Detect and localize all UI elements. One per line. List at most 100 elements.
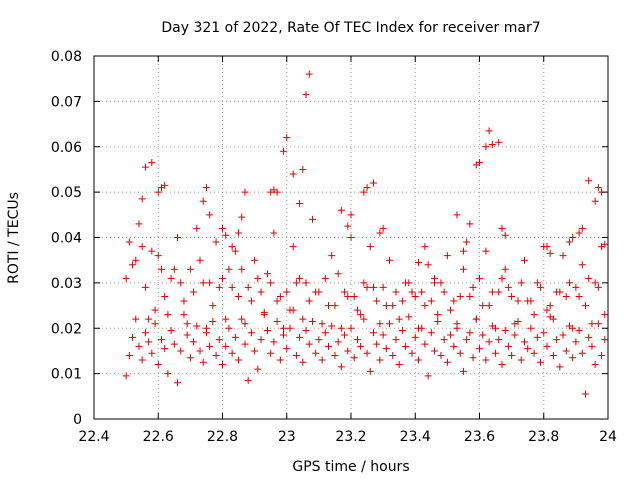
data-point [145, 315, 153, 323]
data-point [530, 311, 538, 319]
data-point [141, 329, 149, 337]
data-point [482, 247, 490, 255]
data-point [411, 292, 419, 300]
data-point [247, 329, 255, 337]
data-point [466, 292, 474, 300]
data-point [421, 243, 429, 251]
data-point [244, 376, 252, 384]
data-point [382, 345, 390, 353]
data-point [386, 256, 394, 264]
data-point [174, 234, 182, 241]
data-point [543, 306, 551, 314]
data-point [260, 311, 268, 319]
data-point [199, 197, 207, 205]
data-point [257, 288, 265, 296]
data-point [421, 302, 429, 310]
x-tick-label: 23.2 [335, 429, 366, 445]
data-point [190, 288, 198, 296]
data-point [373, 340, 381, 348]
data-point [312, 349, 320, 357]
data-point [308, 317, 316, 325]
data-point [347, 234, 355, 241]
data-point [424, 261, 432, 269]
data-point [263, 270, 271, 278]
data-point [431, 279, 439, 287]
data-point [511, 331, 519, 339]
data-point [366, 243, 374, 251]
data-point [283, 288, 291, 296]
data-point [235, 229, 243, 237]
data-point [591, 197, 599, 205]
data-point [132, 256, 140, 264]
data-point [508, 292, 516, 300]
data-point [508, 351, 516, 359]
data-point [167, 327, 175, 335]
data-point [183, 331, 191, 339]
data-point [357, 342, 365, 350]
data-point [527, 324, 535, 332]
data-point [498, 274, 506, 282]
data-point [601, 336, 609, 344]
data-point [347, 324, 355, 332]
data-point [498, 224, 506, 232]
data-point [533, 333, 541, 341]
data-point [190, 338, 198, 346]
data-point [154, 188, 162, 196]
data-point [170, 265, 178, 273]
data-point [588, 320, 596, 328]
data-point [228, 243, 236, 251]
data-point [231, 247, 239, 255]
data-point [170, 340, 178, 348]
y-tick-label: 0.07 [51, 94, 82, 110]
data-point [504, 342, 512, 350]
data-point [206, 342, 214, 350]
data-point [601, 311, 609, 319]
data-point [177, 347, 185, 355]
data-point [138, 243, 146, 251]
data-point [350, 292, 358, 300]
data-point [138, 356, 146, 364]
data-point [476, 274, 483, 282]
data-point [485, 302, 493, 310]
data-point [186, 265, 194, 273]
data-point [286, 324, 294, 332]
data-point [594, 320, 602, 328]
data-point [280, 324, 288, 332]
data-point [414, 356, 422, 364]
data-point [199, 279, 207, 287]
data-point [289, 243, 297, 251]
data-point [305, 297, 313, 305]
data-point [341, 331, 349, 339]
data-point [328, 322, 336, 330]
data-point [469, 354, 477, 362]
data-point [514, 297, 522, 305]
data-point [408, 349, 416, 357]
data-point [334, 270, 342, 278]
data-point [488, 288, 496, 296]
data-point [209, 302, 217, 310]
data-point [135, 342, 143, 350]
data-point [559, 331, 567, 339]
x-tick-label: 23.4 [400, 429, 431, 445]
data-point [334, 338, 342, 346]
data-point [238, 315, 246, 323]
data-point [427, 329, 435, 337]
data-point [569, 324, 577, 332]
data-point [222, 231, 230, 239]
data-point [305, 70, 313, 78]
data-point [553, 336, 561, 344]
data-point [482, 143, 490, 151]
data-point [434, 317, 442, 325]
data-point [273, 297, 281, 305]
data-point [337, 324, 345, 332]
data-point [241, 340, 249, 348]
y-tick-label: 0 [73, 412, 82, 428]
data-point [459, 265, 467, 273]
data-point [193, 224, 201, 232]
data-point [251, 347, 259, 355]
data-point [543, 342, 551, 350]
data-point [177, 279, 185, 287]
x-tick-label: 24 [599, 429, 617, 445]
data-point [556, 363, 564, 371]
data-point [459, 367, 467, 375]
